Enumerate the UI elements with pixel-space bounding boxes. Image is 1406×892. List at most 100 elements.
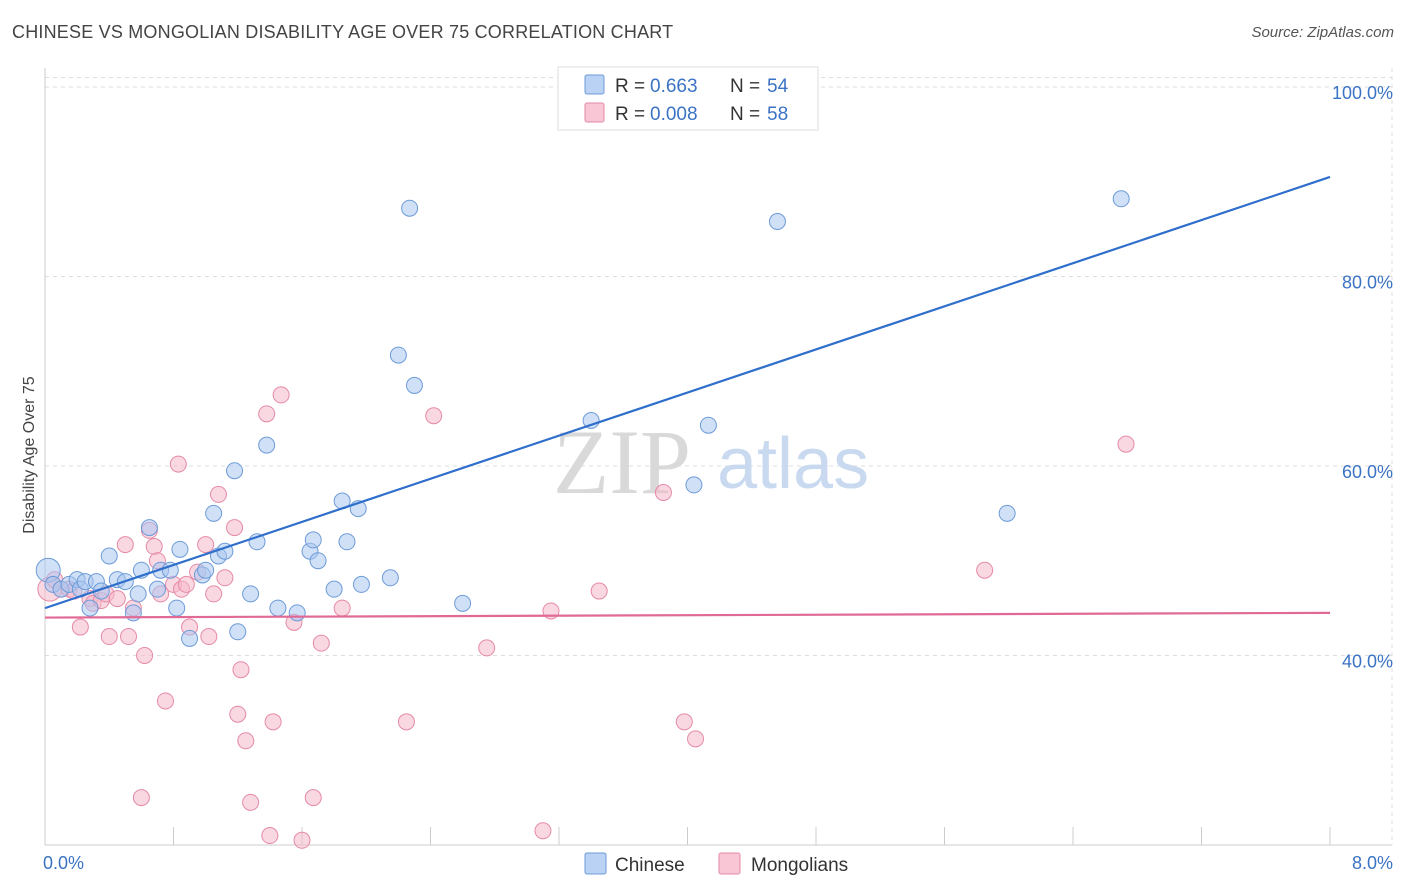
chinese-point-36 — [304, 531, 322, 549]
mongolian-point-21 — [156, 692, 174, 710]
mongolian-point-10 — [100, 628, 118, 646]
chinese-point-29 — [229, 623, 247, 641]
watermark-atlas: atlas — [717, 424, 869, 504]
legend-n-value-chinese: 54 — [767, 76, 789, 97]
bottom-legend-label-chinese: Chinese — [615, 855, 685, 876]
chinese-point-22 — [181, 629, 199, 647]
mongolian-point-18 — [145, 538, 163, 556]
mongolian-point-48 — [425, 407, 443, 425]
mongolian-point-5 — [71, 618, 89, 636]
mongolian-point-41 — [272, 386, 290, 404]
chinese-point-46 — [405, 376, 423, 394]
chinese-point-13 — [124, 604, 142, 622]
chinese-point-51 — [699, 416, 717, 434]
mongolian-point-28 — [197, 536, 215, 554]
chinese-point-34 — [288, 604, 306, 622]
mongolian-point-43 — [293, 831, 311, 849]
x-tick-labels: 0.0% 8.0% — [43, 853, 1393, 873]
chinese-point-14 — [129, 585, 147, 603]
x-tick-label-0: 0.0% — [43, 853, 84, 873]
mongolian-point-32 — [216, 569, 234, 587]
bottom-legend-swatch-mongolians — [718, 852, 741, 875]
watermark-zip: ZIP — [553, 411, 691, 513]
chart-title: CHINESE VS MONGOLIAN DISABILITY AGE OVER… — [12, 22, 674, 42]
chinese-points — [35, 76, 1130, 647]
mongolian-point-34 — [229, 705, 247, 723]
chinese-point-33 — [269, 599, 287, 617]
chinese-point-40 — [338, 533, 356, 551]
chinese-point-32 — [258, 436, 276, 454]
mongolian-point-55 — [687, 730, 705, 748]
mongolian-point-36 — [237, 732, 255, 750]
mongolian-point-11 — [108, 590, 126, 608]
chinese-point-30 — [242, 585, 260, 603]
chinese-point-53 — [998, 504, 1016, 522]
mongolian-point-25 — [177, 575, 195, 593]
legend-bottom: Chinese Mongolians — [584, 852, 848, 876]
mongolian-point-13 — [120, 628, 138, 646]
chinese-point-25 — [205, 504, 223, 522]
y-tick-label-1: 60.0% — [1342, 462, 1393, 482]
y-tick-label-0: 40.0% — [1342, 651, 1393, 671]
mongolian-point-56 — [976, 561, 994, 579]
chart-source: Source: ZipAtlas.com — [1251, 24, 1394, 41]
mongolian-point-45 — [312, 634, 330, 652]
chinese-point-19 — [161, 561, 179, 579]
y-tick-label-3: 100.0% — [1332, 83, 1393, 103]
grid-layer — [45, 68, 1393, 845]
x-tick-label-1: 8.0% — [1352, 853, 1393, 873]
mongolian-point-31 — [209, 485, 227, 503]
legend-r-label-mongolians: R = — [615, 104, 645, 125]
mongolian-point-44 — [304, 789, 322, 807]
chinese-point-20 — [168, 599, 186, 617]
legend-swatch-chinese — [584, 74, 605, 95]
legend-top: R = 0.663 N = 54 R = 0.008 N = 58 — [557, 66, 819, 131]
mongolian-point-37 — [242, 793, 260, 811]
chinese-point-38 — [325, 580, 343, 598]
y-tick-labels: 40.0% 60.0% 80.0% 100.0% — [1332, 83, 1393, 672]
mongolian-trend-line — [44, 611, 1331, 619]
chinese-point-44 — [389, 346, 407, 364]
mongolian-point-54 — [675, 713, 693, 731]
mongolian-point-47 — [397, 713, 415, 731]
mongolian-point-50 — [534, 822, 552, 840]
mongolian-point-15 — [132, 789, 150, 807]
chinese-point-37 — [309, 552, 327, 570]
mongolian-point-33 — [226, 519, 244, 537]
chinese-point-45 — [401, 199, 419, 217]
bottom-legend-label-mongolians: Mongolians — [751, 855, 848, 876]
chinese-point-24 — [197, 561, 215, 579]
chinese-point-42 — [352, 575, 370, 593]
chinese-point-47 — [454, 594, 472, 612]
chinese-point-54 — [1112, 190, 1130, 208]
mongolian-point-57 — [1117, 435, 1135, 453]
mongolian-point-46 — [333, 599, 351, 617]
legend-r-value-chinese: 0.663 — [650, 76, 698, 97]
mongolian-point-29 — [200, 628, 218, 646]
mongolian-point-49 — [478, 639, 496, 657]
bottom-legend-swatch-chinese — [584, 852, 607, 875]
mongolian-point-16 — [136, 646, 154, 664]
mongolian-point-52 — [590, 582, 608, 600]
chinese-point-17 — [148, 580, 166, 598]
mongolian-point-38 — [258, 405, 276, 423]
y-axis-title: Disability Age Over 75 — [21, 376, 38, 534]
chinese-point-16 — [140, 519, 158, 537]
trend-lines — [44, 175, 1331, 619]
mongolian-point-40 — [264, 713, 282, 731]
y-tick-label-2: 80.0% — [1342, 272, 1393, 292]
chinese-point-10 — [100, 547, 118, 565]
chinese-trend-line — [44, 175, 1331, 610]
mongolian-point-39 — [261, 827, 279, 845]
legend-r-value-mongolians: 0.008 — [650, 104, 698, 125]
mongolian-point-12 — [116, 536, 134, 554]
chinese-point-28 — [226, 462, 244, 480]
chinese-point-7 — [81, 599, 99, 617]
mongolian-point-53 — [654, 484, 672, 502]
chinese-point-50 — [685, 476, 703, 494]
chinese-point-43 — [381, 569, 399, 587]
legend-r-label-chinese: R = — [615, 76, 645, 97]
mongolian-point-35 — [232, 661, 250, 679]
legend-swatch-mongolians — [584, 102, 605, 123]
